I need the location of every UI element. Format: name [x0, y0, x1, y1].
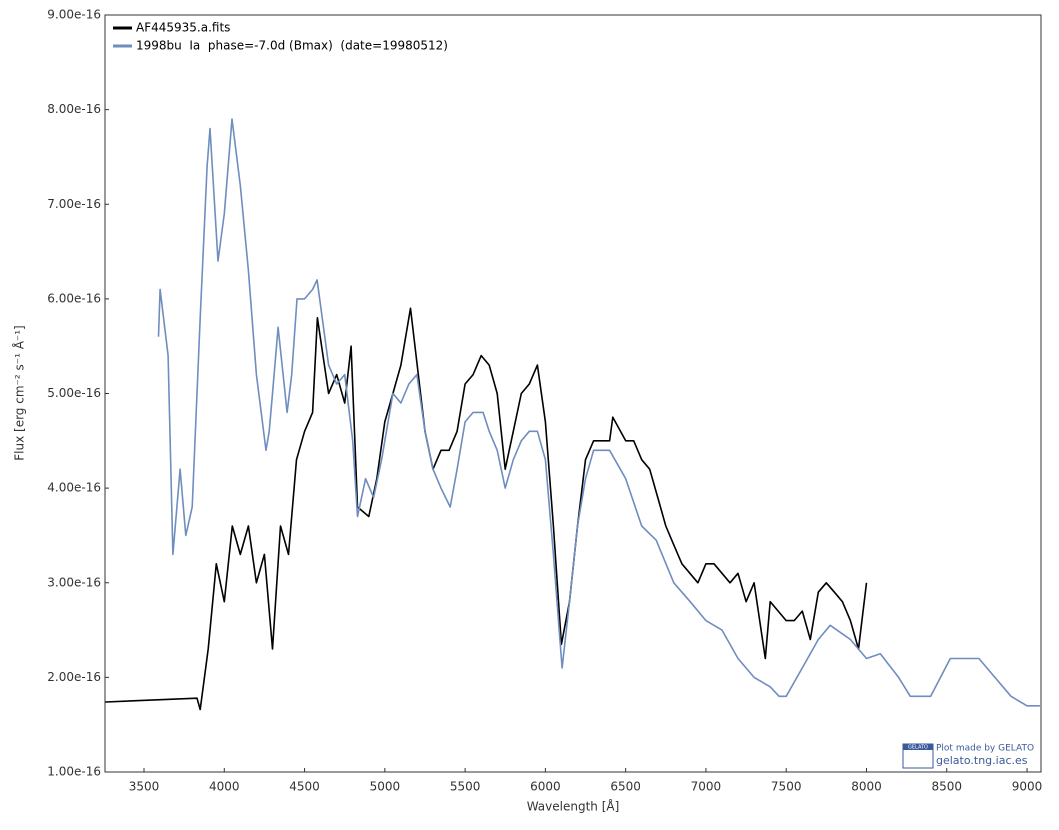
- y-tick-label: 7.00e-16: [47, 197, 101, 211]
- y-tick-label: 9.00e-16: [47, 8, 101, 22]
- spectrum-line: [157, 118, 1040, 707]
- watermark-url: gelato.tng.iac.es: [936, 754, 1028, 767]
- legend-label: AF445935.a.fits: [136, 21, 230, 35]
- y-tick-label: 4.00e-16: [47, 481, 101, 495]
- x-tick-label: 9000: [1012, 780, 1043, 794]
- logo-band: [903, 744, 933, 750]
- x-tick-label: 5500: [450, 780, 481, 794]
- watermark-line: Plot made by GELATO: [936, 744, 1034, 754]
- x-tick-label: 8000: [851, 780, 882, 794]
- y-tick-label: 3.00e-16: [47, 575, 101, 589]
- logo-text: GELATO: [908, 745, 928, 751]
- legend-label: 1998bu Ia phase=-7.0d (Bmax) (date=19980…: [136, 39, 448, 53]
- x-tick-label: 6000: [530, 780, 561, 794]
- x-tick-label: 7000: [691, 780, 722, 794]
- y-tick-label: 8.00e-16: [47, 102, 101, 116]
- spectrum-line: [105, 307, 868, 711]
- x-tick-label: 3500: [129, 780, 160, 794]
- x-tick-label: 4000: [209, 780, 240, 794]
- y-tick-label: 1.00e-16: [47, 765, 101, 779]
- x-tick-label: 5000: [370, 780, 401, 794]
- x-tick-label: 4500: [289, 780, 320, 794]
- x-axis-label: Wavelength [Å]: [527, 799, 620, 814]
- y-tick-label: 6.00e-16: [47, 291, 101, 305]
- x-tick-label: 6500: [610, 780, 641, 794]
- x-tick-label: 7500: [771, 780, 802, 794]
- watermark: GELATO Plot made by GELATO gelato.tng.ia…: [902, 743, 1034, 769]
- x-tick-label: 8500: [931, 780, 962, 794]
- y-tick-label: 5.00e-16: [47, 386, 101, 400]
- y-axis-label: Flux [erg cm⁻² s⁻¹ Å⁻¹]: [12, 325, 27, 460]
- y-tick-label: 2.00e-16: [47, 670, 101, 684]
- plot-frame: [104, 14, 1042, 773]
